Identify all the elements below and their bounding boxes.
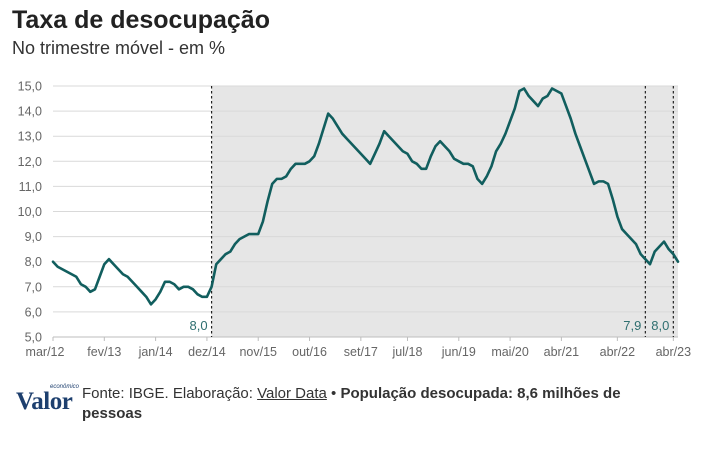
- source-prefix: Fonte: IBGE. Elaboração:: [82, 385, 258, 402]
- x-tick-label: abr/23: [656, 345, 691, 359]
- y-tick-label: 9,0: [25, 230, 42, 244]
- line-chart: 5,06,07,08,09,010,011,012,013,014,015,0 …: [18, 80, 691, 360]
- y-tick-label: 12,0: [18, 155, 42, 169]
- y-tick-label: 8,0: [25, 255, 42, 269]
- y-tick-label: 11,0: [19, 180, 42, 194]
- valor-logo: Valor: [16, 388, 73, 415]
- value-annotation: 8,0: [190, 318, 208, 333]
- y-tick-label: 14,0: [18, 105, 42, 119]
- y-tick-label: 5,0: [25, 331, 42, 345]
- valor-logo-tagline: econômico: [50, 384, 80, 390]
- annotations: 8,0 7,9 8,0: [190, 318, 670, 333]
- y-tick-label: 13,0: [18, 130, 42, 144]
- y-axis-ticks: 5,0 6,0 7,0 8,0 9,0 10,0 11,0 12,0 13,0 14,0 15,0: [18, 80, 42, 345]
- x-tick-label: jun/19: [441, 345, 476, 359]
- x-tick-label: mar/12: [26, 345, 65, 359]
- x-tick-label: jul/18: [392, 345, 423, 359]
- x-tick-label: set/17: [344, 345, 378, 359]
- gridlines: [53, 85, 678, 338]
- reference-lines: [210, 86, 674, 337]
- source-note: Fonte: IBGE. Elaboração: Valor Data • Po…: [82, 384, 667, 424]
- value-annotation: 7,9: [623, 318, 641, 333]
- chart-title: Taxa de desocupação: [12, 6, 270, 34]
- x-tick-label: out/16: [292, 345, 327, 359]
- x-tick-label: nov/15: [239, 345, 277, 359]
- series-line: [51, 87, 680, 306]
- source-link[interactable]: Valor Data: [257, 385, 327, 402]
- series-layer: [51, 87, 680, 306]
- y-tick-label: 6,0: [25, 305, 42, 319]
- y-tick-label: 7,0: [25, 280, 42, 294]
- x-tick-label: fev/13: [87, 345, 121, 359]
- x-tick-label: dez/14: [188, 345, 226, 359]
- separator: •: [326, 385, 341, 402]
- value-annotation: 8,0: [651, 318, 669, 333]
- y-tick-label: 15,0: [18, 80, 42, 94]
- x-tick-label: abr/22: [600, 345, 635, 359]
- x-tick-label: abr/21: [544, 345, 579, 359]
- highlight-note: População desocupada: 8,6 milhões de pes…: [82, 385, 621, 422]
- x-axis-ticks: mar/12 fev/13 jan/14 dez/14 nov/15 out/16 set/…: [26, 337, 691, 359]
- y-tick-label: 10,0: [18, 205, 42, 219]
- x-tick-label: jan/14: [138, 345, 173, 359]
- x-tick-label: mai/20: [491, 345, 529, 359]
- chart-subtitle: No trimestre móvel - em %: [12, 38, 226, 58]
